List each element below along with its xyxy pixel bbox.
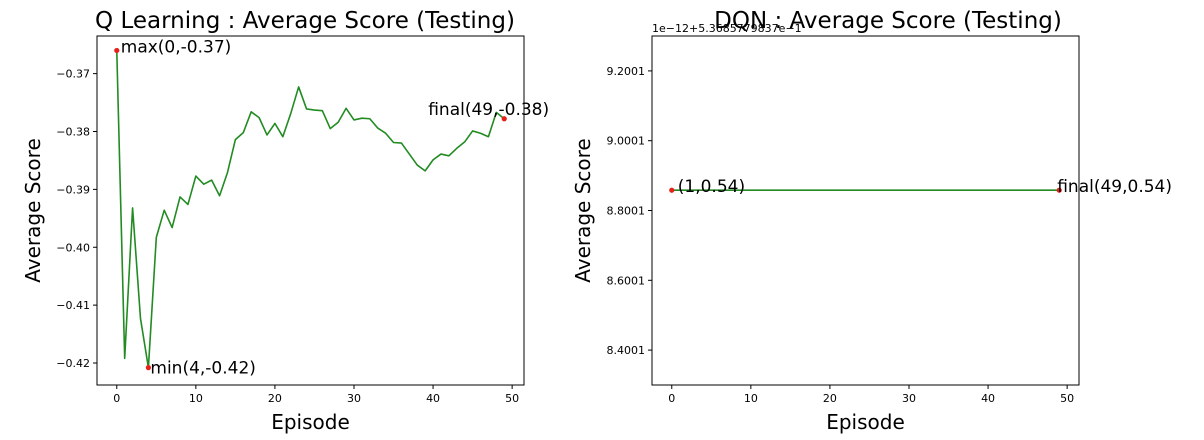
highlight-point: [1056, 187, 1062, 193]
y-axis-label: Average Score: [21, 138, 45, 283]
y-tick-label: 8.8001: [607, 205, 646, 218]
series-line: [115, 50, 505, 369]
y-tick-label: −0.37: [56, 68, 90, 81]
plot-frame: [96, 35, 525, 386]
point-annotation: (1,0.54): [678, 177, 745, 197]
point-annotation: min(4,-0.42): [150, 359, 256, 379]
point-annotation: max(0,-0.37): [121, 37, 232, 57]
y-tick-label: −0.39: [56, 183, 90, 196]
highlight-point: [669, 187, 675, 193]
x-axis-label: Episode: [826, 410, 905, 434]
x-tick-label: 20: [268, 392, 282, 405]
y-axis-label: Average Score: [571, 138, 595, 283]
y-tick-label: 9.0001: [607, 135, 646, 148]
plot-frame: [651, 35, 1080, 386]
y-tick-label: 9.2001: [607, 65, 646, 78]
y-offset-text: 1e−12+5.368577983​7e−1: [652, 22, 802, 35]
point-annotation: final(49,0.54): [1057, 177, 1172, 197]
y-tick-label: 8.6001: [607, 274, 646, 287]
x-tick-label: 20: [823, 392, 837, 405]
highlight-point: [145, 365, 151, 371]
y-tick-label: −0.41: [56, 299, 90, 312]
point-annotation: final(49,-0.38): [428, 100, 549, 120]
x-tick-label: 40: [426, 392, 440, 405]
chart-title: Q Learning : Average Score (Testing): [95, 8, 515, 34]
chart-title: DQN : Average Score (Testing): [714, 8, 1062, 34]
y-tick-label: −0.38: [56, 125, 90, 138]
x-tick-label: 40: [981, 392, 995, 405]
highlight-point: [501, 116, 507, 122]
highlight-point: [114, 47, 120, 54]
dqn-chart: DQN : Average Score (Testing) 0 10 20 30 40 50…: [571, 8, 1172, 434]
x-tick-label: 50: [1060, 392, 1074, 405]
x-axis-label: Episode: [271, 410, 350, 434]
x-tick-label: 10: [189, 392, 203, 405]
y-tick-label: −0.40: [56, 241, 90, 254]
x-tick-label: 10: [744, 392, 758, 405]
q-learning-chart: Q Learning : Average Score (Testing) 0 10 2…: [21, 8, 549, 434]
y-tick-label: 8.4001: [607, 344, 646, 357]
y-tick-label: −0.42: [56, 357, 90, 370]
x-tick-label: 50: [505, 392, 519, 405]
x-tick-label: 0: [113, 392, 120, 405]
x-tick-label: 30: [902, 392, 916, 405]
x-tick-label: 30: [347, 392, 361, 405]
x-tick-label: 0: [668, 392, 675, 405]
